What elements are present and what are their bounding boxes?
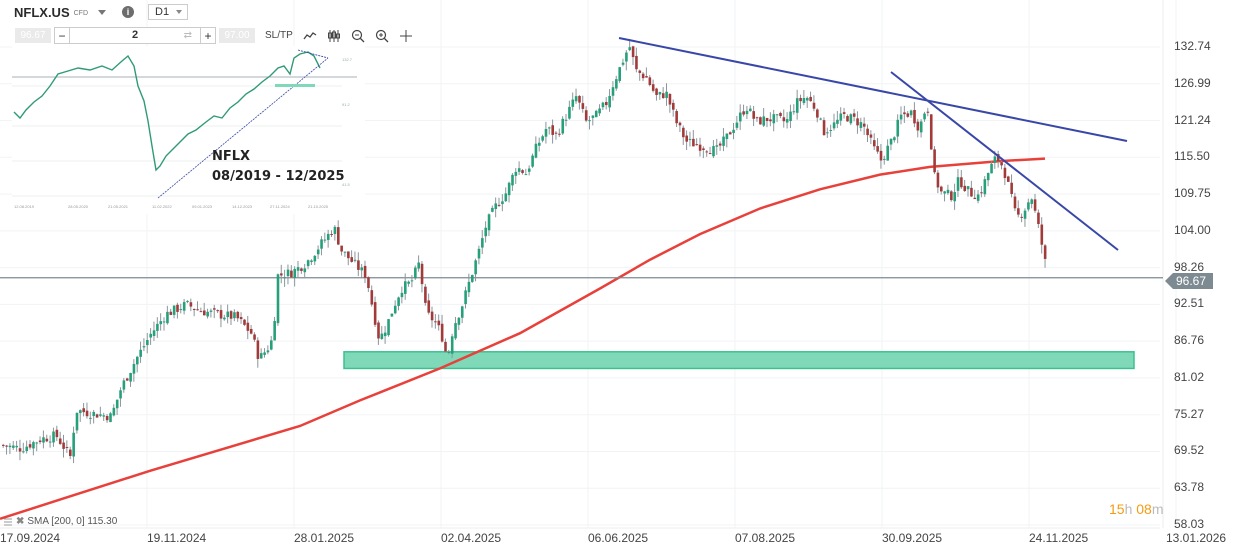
inset-chart-svg: 132.7 91.2 41.5 12.08.2019 28.05.2020 21.05.… [12, 49, 357, 209]
date-tick-label: 28.01.2025 [294, 531, 355, 545]
sma-legend-text: SMA [200, 0] 115.30 [27, 516, 118, 527]
symbol-name[interactable]: NFLX.US [14, 4, 70, 20]
date-tick-label: 02.04.2025 [441, 531, 502, 545]
instrument-type: CFD [73, 10, 89, 17]
svg-text:28.05.2020: 28.05.2020 [68, 204, 89, 209]
timeframe-value: D1 [155, 6, 170, 18]
zoom-in-icon[interactable] [375, 29, 389, 43]
close-icon[interactable]: ✖ [16, 516, 25, 527]
price-tick-label: 115.50 [1174, 149, 1210, 164]
swap-icon[interactable]: ⇄ [183, 30, 192, 41]
date-tick-label: 17.09.2024 [0, 531, 61, 545]
buy-price-button[interactable]: 97.00 [219, 28, 255, 43]
long-term-inset-chart: 132.7 91.2 41.5 12.08.2019 28.05.2020 21.05.… [12, 46, 365, 214]
inset-annotation: NFLX 08/2019 - 12/2025 [212, 147, 345, 187]
volume-stepper[interactable]: − 2 ⇄ + [54, 27, 216, 44]
current-price-tag: 96.67 [1165, 273, 1213, 289]
sma-legend: ✖ SMA [200, 0] 115.30 [3, 516, 117, 527]
inset-period: 08/2019 - 12/2025 [212, 169, 345, 184]
sma-200-line [0, 157, 1046, 520]
price-tick-label: 58.03 [1174, 517, 1205, 531]
candlestick-icon[interactable] [327, 29, 341, 43]
crosshair-icon[interactable] [399, 29, 413, 43]
price-tick-label: 121.24 [1174, 112, 1211, 127]
candlesticks [2, 39, 1047, 464]
timer-hours: 15 [1109, 501, 1125, 517]
svg-text:132.7: 132.7 [342, 57, 353, 62]
svg-text:11.02.2022: 11.02.2022 [152, 204, 172, 209]
trade-bar: 96.67 − 2 ⇄ + 97.00 SL/TP [15, 27, 413, 44]
date-tick-label: 13.01.2026 [1166, 531, 1227, 545]
trendlines[interactable] [618, 37, 1128, 251]
volume-input[interactable]: 2 ⇄ [69, 28, 201, 43]
timeframe-select[interactable]: D1 [148, 4, 189, 20]
line-chart-icon[interactable] [303, 31, 317, 41]
date-tick-label: 24.11.2025 [1029, 531, 1089, 545]
candle-countdown: 15h 08m [1109, 501, 1164, 517]
price-tick-label: 109.75 [1174, 186, 1211, 201]
sell-price-button[interactable]: 96.67 [15, 28, 51, 43]
zoom-out-icon[interactable] [351, 29, 365, 43]
timer-minutes: 08 [1136, 501, 1152, 517]
price-tick-label: 69.52 [1174, 443, 1205, 458]
trendline[interactable] [618, 37, 1128, 142]
date-tick-label: 19.11.2024 [147, 531, 207, 545]
price-tick-label: 86.76 [1174, 333, 1205, 348]
price-tick-label: 98.26 [1174, 259, 1205, 274]
support-zone[interactable] [343, 351, 1135, 370]
volume-value: 2 [131, 29, 139, 41]
svg-text:41.5: 41.5 [342, 182, 351, 187]
price-tick-label: 75.27 [1174, 406, 1205, 421]
price-tick-label: 92.51 [1174, 296, 1205, 311]
price-tick-label: 132.74 [1174, 39, 1211, 53]
price-tick-label: 81.02 [1174, 369, 1205, 384]
inset-title: NFLX [212, 149, 251, 164]
trendline[interactable] [890, 71, 1119, 251]
increase-volume-button[interactable]: + [204, 28, 212, 43]
sltp-button[interactable]: SL/TP [265, 30, 293, 41]
price-tick-label: 126.99 [1174, 75, 1211, 90]
svg-text:21.10.2025: 21.10.2025 [308, 204, 329, 209]
chart-grid [0, 0, 1177, 528]
date-tick-label: 30.09.2025 [882, 531, 943, 545]
timer-h-unit: h [1124, 501, 1133, 517]
decrease-volume-button[interactable]: − [58, 28, 66, 43]
date-tick-label: 07.08.2025 [735, 531, 796, 545]
date-tick-label: 06.06.2025 [588, 531, 649, 545]
svg-text:14.12.2023: 14.12.2023 [232, 204, 253, 209]
svg-text:12.08.2019: 12.08.2019 [14, 204, 35, 209]
svg-text:27.11.2024: 27.11.2024 [270, 204, 290, 209]
price-tick-label: 104.00 [1174, 222, 1211, 237]
instrument-header: NFLX.US CFD i D1 [0, 0, 189, 24]
symbol-dropdown-icon[interactable] [98, 9, 107, 15]
info-icon[interactable]: i [122, 6, 135, 18]
settings-menu-icon[interactable] [3, 517, 13, 527]
svg-text:09.01.2023: 09.01.2023 [192, 204, 213, 209]
chevron-down-icon [176, 10, 183, 14]
timer-m-unit: m [1151, 501, 1164, 517]
price-tick-label: 63.78 [1174, 480, 1205, 495]
svg-text:21.05.2021: 21.05.2021 [108, 204, 129, 209]
svg-text:91.2: 91.2 [342, 102, 351, 107]
